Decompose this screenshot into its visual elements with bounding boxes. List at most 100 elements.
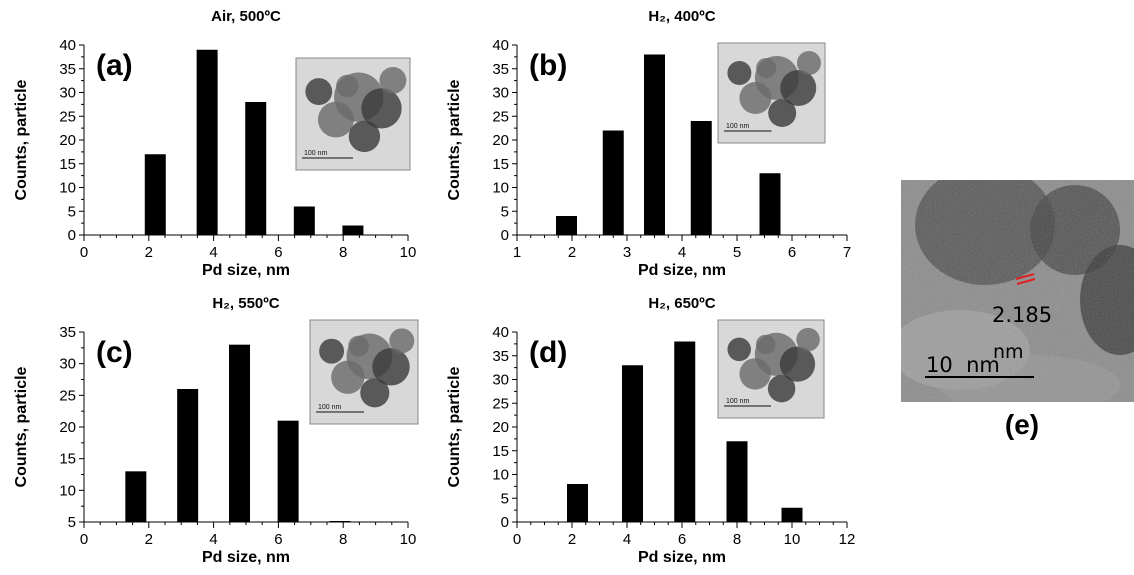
y-axis-label: Counts, particle bbox=[446, 366, 463, 487]
histogram-bar bbox=[622, 365, 643, 522]
x-tick-label: 10 bbox=[784, 531, 801, 548]
histogram-bar bbox=[690, 121, 712, 235]
hrtem-image-e: 2.185 nm 10 nm (e) bbox=[901, 180, 1134, 440]
histogram-bar bbox=[245, 102, 267, 235]
x-tick-label: 3 bbox=[623, 244, 631, 261]
x-tick-label: 4 bbox=[209, 244, 217, 261]
tem-particle bbox=[780, 70, 817, 106]
y-tick-label: 35 bbox=[492, 348, 509, 365]
x-tick-label: 4 bbox=[678, 244, 686, 261]
x-tick-label: 6 bbox=[274, 244, 282, 261]
y-tick-label: 30 bbox=[59, 356, 76, 373]
histogram-bar bbox=[277, 420, 299, 522]
x-axis-label: Pd size, nm bbox=[638, 262, 726, 279]
lattice-spacing-value: 2.185 bbox=[992, 303, 1052, 327]
tem-particle bbox=[768, 99, 797, 127]
x-tick-label: 7 bbox=[843, 244, 851, 261]
y-axis-label: Counts, particle bbox=[446, 79, 463, 200]
y-tick-label: 10 bbox=[492, 180, 509, 197]
chart-title: H₂, 400ºC bbox=[648, 8, 715, 25]
tem-particle bbox=[319, 338, 345, 364]
histogram-a: 0 5 10 15 20 25 30 35 40 0 2 4 6 8 10 Air, 500ºC Pd size… bbox=[13, 8, 416, 279]
x-tick-label: 4 bbox=[209, 531, 217, 548]
y-tick-label: 5 bbox=[501, 203, 509, 220]
tem-particle bbox=[360, 378, 390, 408]
histogram-bar bbox=[602, 130, 624, 235]
tem-particle bbox=[755, 334, 776, 355]
tem-particle bbox=[305, 78, 333, 106]
y-tick-label: 0 bbox=[501, 514, 509, 531]
tem-inset-image: 100 nm bbox=[717, 319, 825, 419]
tem-particle bbox=[336, 74, 359, 98]
tem-particle bbox=[372, 348, 410, 386]
histogram-bar bbox=[674, 341, 696, 522]
x-tick-label: 8 bbox=[339, 531, 347, 548]
y-tick-label: 35 bbox=[59, 324, 76, 341]
lattice-spacing-unit: nm bbox=[993, 341, 1024, 363]
x-tick-label: 2 bbox=[145, 531, 153, 548]
tem-scale-label: 100 nm bbox=[726, 123, 750, 130]
tem-particle bbox=[348, 335, 369, 357]
tem-particle bbox=[796, 327, 820, 352]
y-tick-label: 10 bbox=[59, 180, 76, 197]
y-tick-label: 15 bbox=[492, 443, 509, 460]
tem-scale-label: 100 nm bbox=[318, 404, 342, 411]
histogram-bar bbox=[342, 225, 364, 235]
x-tick-label: 6 bbox=[788, 244, 796, 261]
histogram-bar bbox=[177, 389, 199, 522]
x-axis-label: Pd size, nm bbox=[202, 262, 290, 279]
panel-label: (b) bbox=[529, 49, 567, 82]
y-tick-label: 30 bbox=[59, 85, 76, 102]
histogram-bar bbox=[556, 216, 577, 235]
tem-particle bbox=[389, 328, 415, 354]
y-tick-label: 20 bbox=[492, 132, 509, 149]
histogram-bar bbox=[329, 521, 351, 522]
y-axis-label: Counts, particle bbox=[13, 79, 30, 200]
y-tick-label: 0 bbox=[501, 227, 509, 244]
histogram-bar bbox=[293, 206, 315, 235]
x-tick-label: 4 bbox=[623, 531, 631, 548]
y-tick-label: 5 bbox=[68, 203, 76, 220]
y-tick-label: 35 bbox=[492, 61, 509, 78]
lattice-marker bbox=[1016, 278, 1036, 285]
x-tick-label: 2 bbox=[568, 244, 576, 261]
tem-particle bbox=[361, 88, 402, 129]
histogram-bar bbox=[781, 507, 803, 522]
x-axis-label: Pd size, nm bbox=[202, 549, 290, 566]
tem-particle bbox=[727, 61, 752, 85]
histogram-b: 0 5 10 15 20 25 30 35 40 1 2 3 4 5 6 7 H₂, 400ºC Pd size,… bbox=[446, 8, 851, 279]
y-tick-label: 35 bbox=[59, 61, 76, 78]
y-tick-label: 40 bbox=[492, 324, 509, 341]
histogram-c: 5 10 15 20 25 30 35 0 2 4 6 8 10 H₂, 550ºC Pd size, nm… bbox=[13, 295, 419, 566]
y-tick-label: 25 bbox=[492, 395, 509, 412]
x-tick-label: 2 bbox=[568, 531, 576, 548]
x-tick-label: 6 bbox=[678, 531, 686, 548]
y-tick-label: 5 bbox=[501, 490, 509, 507]
x-tick-label: 12 bbox=[839, 531, 856, 548]
y-tick-label: 40 bbox=[59, 37, 76, 54]
x-tick-label: 1 bbox=[513, 244, 521, 261]
histogram-bar bbox=[759, 173, 781, 235]
y-tick-label: 15 bbox=[59, 451, 76, 468]
y-tick-label: 10 bbox=[59, 482, 76, 499]
chart-title: Air, 500ºC bbox=[211, 8, 281, 25]
x-tick-label: 0 bbox=[80, 531, 88, 548]
tem-scale-label: 100 nm bbox=[726, 398, 750, 405]
lattice-marker bbox=[1015, 273, 1035, 280]
tem-particle bbox=[727, 337, 751, 362]
chart-title: H₂, 650ºC bbox=[648, 295, 715, 312]
tem-particle bbox=[756, 58, 777, 78]
tem-particle bbox=[767, 374, 796, 403]
y-tick-label: 25 bbox=[59, 387, 76, 404]
tem-particle bbox=[331, 360, 365, 394]
x-tick-label: 10 bbox=[400, 244, 417, 261]
x-axis-label: Pd size, nm bbox=[638, 549, 726, 566]
tem-inset-image: 100 nm bbox=[295, 57, 411, 171]
histogram-bar bbox=[726, 441, 748, 522]
y-tick-label: 20 bbox=[492, 419, 509, 436]
tem-particle bbox=[796, 51, 821, 75]
histogram-bar bbox=[229, 344, 251, 522]
histogram-bar bbox=[125, 471, 147, 522]
y-tick-label: 30 bbox=[492, 372, 509, 389]
